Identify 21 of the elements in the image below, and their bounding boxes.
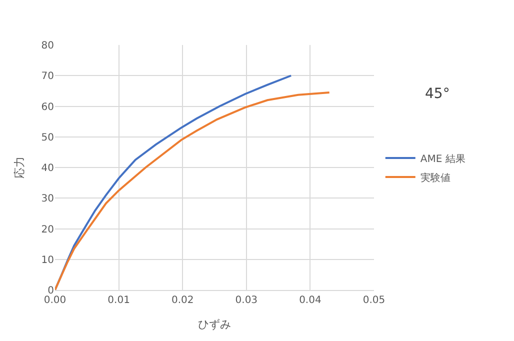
y-tick-label: 60 <box>41 102 54 113</box>
legend-label: AME 結果 <box>420 154 466 165</box>
y-axis-title: 応力 <box>12 156 26 178</box>
legend-label: 実験値 <box>420 172 450 184</box>
line-series <box>55 91 330 290</box>
x-tick-label: 0.05 <box>362 295 386 306</box>
x-tick-label: 0.04 <box>299 295 322 306</box>
x-tick-label: 0.01 <box>108 295 130 306</box>
y-tick-label: 80 <box>41 40 54 52</box>
x-tick-label: 0.02 <box>171 295 194 306</box>
x-axis-title: ひずみ <box>198 318 231 332</box>
y-tick-label: 0 <box>48 286 54 296</box>
y-tick-label: 70 <box>41 71 54 82</box>
y-tick-label: 50 <box>41 132 54 144</box>
x-tick-label: 0.00 <box>44 295 66 306</box>
y-tick-label: 10 <box>41 254 54 266</box>
y-tick-label: 20 <box>41 224 54 236</box>
y-tick-label: 30 <box>41 194 54 205</box>
y-tick-label: 40 <box>41 163 54 174</box>
x-tick-label: 0.03 <box>235 295 258 306</box>
text: 45° <box>425 86 450 102</box>
